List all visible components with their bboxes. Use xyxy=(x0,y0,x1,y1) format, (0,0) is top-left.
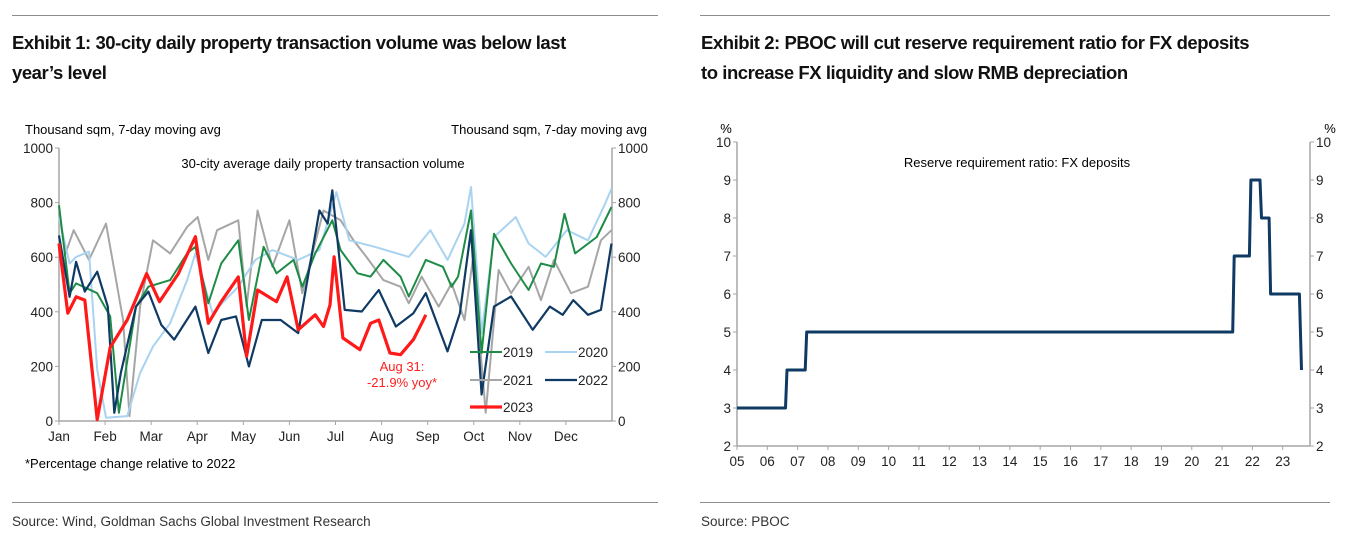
exhibit1-title-line2: year’s level xyxy=(12,62,107,83)
y-tick-label-left: 400 xyxy=(30,305,53,320)
y-tick-label-left: 3 xyxy=(723,401,731,416)
legend-label-2019: 2019 xyxy=(503,345,533,360)
x-tick-label: 22 xyxy=(1245,454,1260,469)
y-tick-label-left: 6 xyxy=(723,287,731,302)
x-tick-label: Mar xyxy=(140,429,164,444)
x-tick-label: 10 xyxy=(881,454,896,469)
y-tick-label-right: 7 xyxy=(1316,249,1324,264)
y-tick-label-right: 0 xyxy=(618,414,626,429)
chart2-ylabel-left: % xyxy=(720,121,732,136)
x-tick-label: 16 xyxy=(1063,454,1078,469)
chart1-title: 30-city average daily property transacti… xyxy=(181,156,464,171)
exhibit2-title-line1: Exhibit 2: PBOC will cut reserve require… xyxy=(701,32,1250,53)
y-tick-label-left: 1000 xyxy=(23,141,53,156)
x-tick-label: 14 xyxy=(1002,454,1018,469)
y-tick-label-right: 3 xyxy=(1316,401,1324,416)
y-tick-label-right: 1000 xyxy=(618,141,648,156)
x-tick-label: 17 xyxy=(1093,454,1108,469)
x-tick-label: 20 xyxy=(1184,454,1199,469)
exhibit2-source: Source: PBOC xyxy=(701,514,790,529)
y-tick-label-left: 5 xyxy=(723,325,731,340)
x-tick-label: 06 xyxy=(760,454,775,469)
y-tick-label-left: 800 xyxy=(30,196,53,211)
y-tick-label-right: 200 xyxy=(618,359,641,374)
chart2-title: Reserve requirement ratio: FX deposits xyxy=(904,155,1131,170)
exhibit1-title-line1: Exhibit 1: 30-city daily property transa… xyxy=(12,32,566,53)
chart1-footnote: *Percentage change relative to 2022 xyxy=(25,456,235,471)
x-tick-label: Jul xyxy=(327,429,344,444)
y-tick-label-right: 8 xyxy=(1316,211,1324,226)
legend-label-2020: 2020 xyxy=(578,345,608,360)
x-tick-label: Apr xyxy=(187,429,209,444)
chart1-annotation-line2: -21.9% yoy* xyxy=(367,375,437,390)
y-tick-label-left: 10 xyxy=(716,135,731,150)
exhibit2-title-line2: to increase FX liquidity and slow RMB de… xyxy=(701,62,1128,83)
series-line-2021 xyxy=(58,209,613,418)
x-tick-label: 21 xyxy=(1215,454,1230,469)
y-tick-label-right: 5 xyxy=(1316,325,1324,340)
x-tick-label: Sep xyxy=(416,429,440,444)
y-tick-label-right: 800 xyxy=(618,196,641,211)
y-tick-label-left: 200 xyxy=(30,359,53,374)
y-tick-label-left: 0 xyxy=(45,414,53,429)
x-tick-label: Oct xyxy=(463,429,484,444)
series-line-2023 xyxy=(57,235,428,422)
y-tick-label-right: 2 xyxy=(1316,439,1324,454)
x-tick-label: 15 xyxy=(1033,454,1048,469)
chart1-ylabel-right: Thousand sqm, 7-day moving avg xyxy=(451,122,647,137)
exhibit1-source: Source: Wind, Goldman Sachs Global Inves… xyxy=(12,514,371,529)
y-tick-label-left: 4 xyxy=(723,363,731,378)
x-tick-label: Feb xyxy=(93,429,116,444)
series-line-2022 xyxy=(57,189,613,414)
x-tick-label: 08 xyxy=(820,454,835,469)
legend-label-2022: 2022 xyxy=(578,373,608,388)
y-tick-label-left: 7 xyxy=(723,249,731,264)
x-tick-label: May xyxy=(231,429,257,444)
x-tick-label: 09 xyxy=(851,454,866,469)
y-tick-label-left: 600 xyxy=(30,250,53,265)
right-top-rule xyxy=(700,15,1330,16)
chart1-annotation-line1: Aug 31: xyxy=(380,359,425,374)
y-tick-label-right: 4 xyxy=(1316,363,1324,378)
right-bottom-rule xyxy=(700,502,1330,503)
x-tick-label: Jun xyxy=(279,429,301,444)
x-tick-label: 11 xyxy=(912,454,926,469)
x-tick-label: Dec xyxy=(554,429,578,444)
exhibit2-title: Exhibit 2: PBOC will cut reserve require… xyxy=(701,28,1249,88)
y-tick-label-right: 600 xyxy=(618,250,641,265)
x-tick-label: Aug xyxy=(370,429,394,444)
x-tick-label: 23 xyxy=(1275,454,1290,469)
left-top-rule xyxy=(12,15,658,16)
y-tick-label-left: 2 xyxy=(723,439,731,454)
chart1-ylabel-left: Thousand sqm, 7-day moving avg xyxy=(25,122,221,137)
chart1: 0 0 200 200 400 400 600 600 800 800 1000 1000 Jan Feb… xyxy=(23,141,648,444)
x-tick-label: Nov xyxy=(508,429,532,444)
left-bottom-rule xyxy=(12,502,658,503)
series-line-reserve-requirement-ratio-fx-deposits xyxy=(737,178,1303,410)
x-tick-label: 13 xyxy=(972,454,987,469)
y-tick-label-right: 10 xyxy=(1316,135,1331,150)
y-tick-label-right: 6 xyxy=(1316,287,1324,302)
x-tick-label: 05 xyxy=(729,454,744,469)
chart2-ylabel-right: % xyxy=(1324,121,1336,136)
x-tick-label: 07 xyxy=(790,454,805,469)
y-tick-label-right: 9 xyxy=(1316,173,1324,188)
y-tick-label-right: 400 xyxy=(618,305,641,320)
legend-label-2021: 2021 xyxy=(503,373,533,388)
y-tick-label-left: 8 xyxy=(723,211,731,226)
x-tick-label: 18 xyxy=(1124,454,1139,469)
y-tick-label-left: 9 xyxy=(723,173,731,188)
x-tick-label: 12 xyxy=(942,454,957,469)
x-tick-label: Jan xyxy=(48,429,70,444)
exhibit1-title: Exhibit 1: 30-city daily property transa… xyxy=(12,28,566,88)
series-line-2020 xyxy=(58,186,613,419)
legend-label-2023: 2023 xyxy=(503,400,533,415)
x-tick-label: 19 xyxy=(1154,454,1169,469)
